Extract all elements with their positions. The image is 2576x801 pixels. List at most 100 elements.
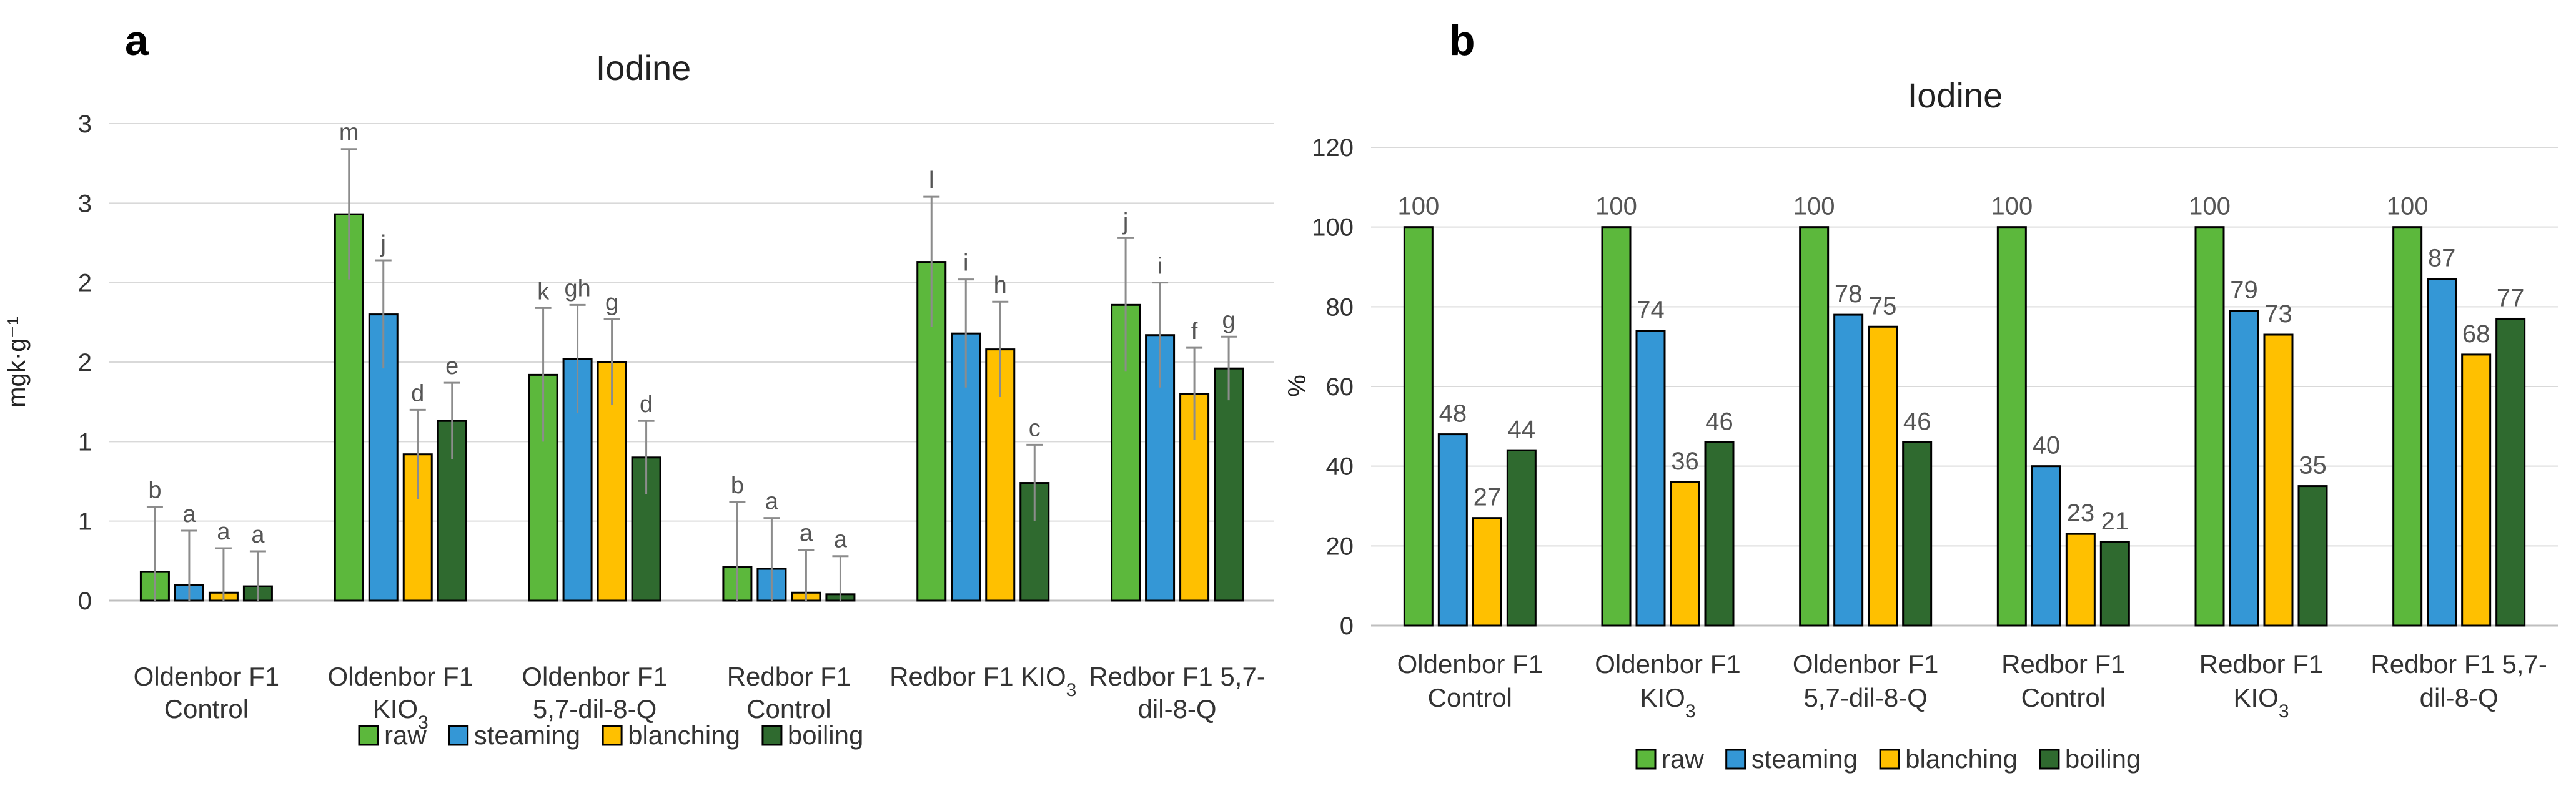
significance-letter: a — [182, 501, 196, 528]
bar-blanching — [2263, 333, 2294, 627]
category-label: Redbor F1 5,7- — [2370, 649, 2547, 679]
bar-boiling — [1214, 367, 1244, 602]
significance-letter: m — [339, 120, 359, 146]
category-label: Oldenbor F1 — [522, 662, 667, 691]
category-label: Redbor F1 KIO3 — [889, 662, 1076, 700]
bar-blanching — [2065, 533, 2096, 627]
bar-steaming — [2427, 278, 2457, 627]
legend-swatch-raw — [1635, 749, 1657, 770]
data-label: 36 — [1671, 448, 1699, 475]
significance-letter: l — [929, 167, 934, 194]
data-label: 44 — [1508, 416, 1536, 443]
category-label: Control — [2021, 683, 2106, 712]
significance-letter: i — [1157, 253, 1162, 280]
significance-letter: g — [1222, 307, 1236, 333]
data-label: 100 — [2387, 193, 2429, 220]
bar-steaming — [1833, 313, 1864, 627]
y-tick-label: 2 — [78, 349, 92, 376]
category-label: Oldenbor F1 — [328, 662, 473, 691]
category-label: Oldenbor F1 — [134, 662, 279, 691]
bar-raw — [1601, 226, 1632, 627]
bar-raw — [1996, 226, 2027, 627]
category-label: Control — [1428, 683, 1512, 712]
significance-letter: a — [217, 519, 230, 545]
bar-boiling — [2495, 317, 2526, 627]
significance-letter: e — [445, 353, 458, 380]
bar-raw — [2392, 226, 2423, 627]
category-label: dil-8-Q — [2420, 683, 2499, 712]
category-label: Redbor F1 — [727, 662, 851, 691]
data-label: 75 — [1869, 292, 1897, 320]
significance-letter: gh — [564, 275, 590, 302]
data-label: 100 — [1397, 193, 1439, 220]
legend-label-steaming: steaming — [474, 720, 580, 750]
significance-letter: d — [640, 391, 653, 418]
bar-boiling — [1704, 441, 1735, 627]
data-label: 40 — [2033, 432, 2061, 459]
y-tick-label: 0 — [1340, 612, 1354, 640]
data-label: 74 — [1637, 297, 1665, 324]
legend-swatch-steaming — [1725, 749, 1746, 770]
category-label: Redbor F1 — [2001, 649, 2125, 679]
data-label: 79 — [2230, 277, 2258, 304]
data-label: 87 — [2428, 245, 2456, 272]
legend-label-boiling: boiling — [2065, 744, 2141, 774]
bar-raw — [1403, 226, 1434, 627]
significance-letter: h — [994, 272, 1007, 298]
significance-letter: j — [1122, 209, 1128, 235]
data-label: 46 — [1705, 408, 1733, 435]
bar-blanching — [2461, 353, 2492, 627]
significance-letter: b — [731, 473, 744, 499]
data-label: 21 — [2101, 508, 2129, 535]
data-label: 100 — [1793, 193, 1835, 220]
legend-label-blanching: blanching — [1905, 744, 2018, 774]
category-label: Oldenbor F1 — [1793, 649, 1938, 679]
y-tick-label: 2 — [78, 270, 92, 297]
category-label: 5,7-dil-8-Q — [533, 694, 656, 724]
legend-label-boiling: boiling — [788, 720, 863, 750]
bar-blanching — [1179, 393, 1210, 602]
data-label: 100 — [1595, 193, 1637, 220]
significance-letter: d — [411, 380, 424, 406]
bar-steaming — [2229, 310, 2259, 627]
significance-letter: j — [380, 231, 386, 257]
category-label: KIO3 — [2233, 683, 2289, 722]
y-tick-label: 60 — [1326, 373, 1354, 401]
category-label: KIO3 — [1640, 683, 1695, 722]
data-label: 100 — [1991, 193, 2033, 220]
significance-letter: a — [800, 521, 813, 547]
significance-letter: f — [1191, 318, 1198, 345]
y-tick-label: 0 — [78, 587, 92, 615]
data-label: 46 — [1903, 408, 1931, 435]
bar-steaming — [1635, 330, 1666, 627]
y-axis-label: % — [1284, 375, 1311, 397]
y-tick-label: 40 — [1326, 453, 1354, 481]
y-tick-label: 1 — [78, 428, 92, 456]
category-label: Redbor F1 — [2199, 649, 2323, 679]
significance-letter: k — [537, 278, 550, 305]
bar-blanching — [1868, 325, 1898, 627]
panel-b-chart: Iodine% 0 20 40 60 80 100 120 Oldenbor F1 Control… — [1284, 76, 2558, 774]
y-tick-label: 20 — [1326, 533, 1354, 560]
panel-a-letter: a — [125, 17, 149, 64]
category-label: 5,7-dil-8-Q — [1803, 683, 1927, 712]
legend-swatch-boiling — [761, 725, 783, 746]
significance-letter: a — [765, 489, 779, 515]
significance-letter: g — [605, 290, 618, 316]
data-label: 73 — [2264, 300, 2292, 328]
category-label: Oldenbor F1 — [1595, 649, 1740, 679]
category-label: Control — [746, 694, 831, 724]
legend-swatch-raw — [358, 725, 379, 746]
panel-b-letter: b — [1449, 17, 1475, 64]
y-tick-label: 3 — [78, 190, 92, 217]
significance-letter: a — [834, 527, 848, 553]
data-label: 23 — [2067, 499, 2095, 527]
legend-swatch-blanching — [602, 725, 623, 746]
bar-raw — [1799, 226, 1830, 627]
legend-swatch-steaming — [448, 725, 469, 746]
significance-letter: a — [251, 522, 265, 548]
legend-label-steaming: steaming — [1751, 744, 1858, 774]
bar-boiling — [1902, 441, 1933, 627]
y-tick-label: 3 — [78, 111, 92, 138]
